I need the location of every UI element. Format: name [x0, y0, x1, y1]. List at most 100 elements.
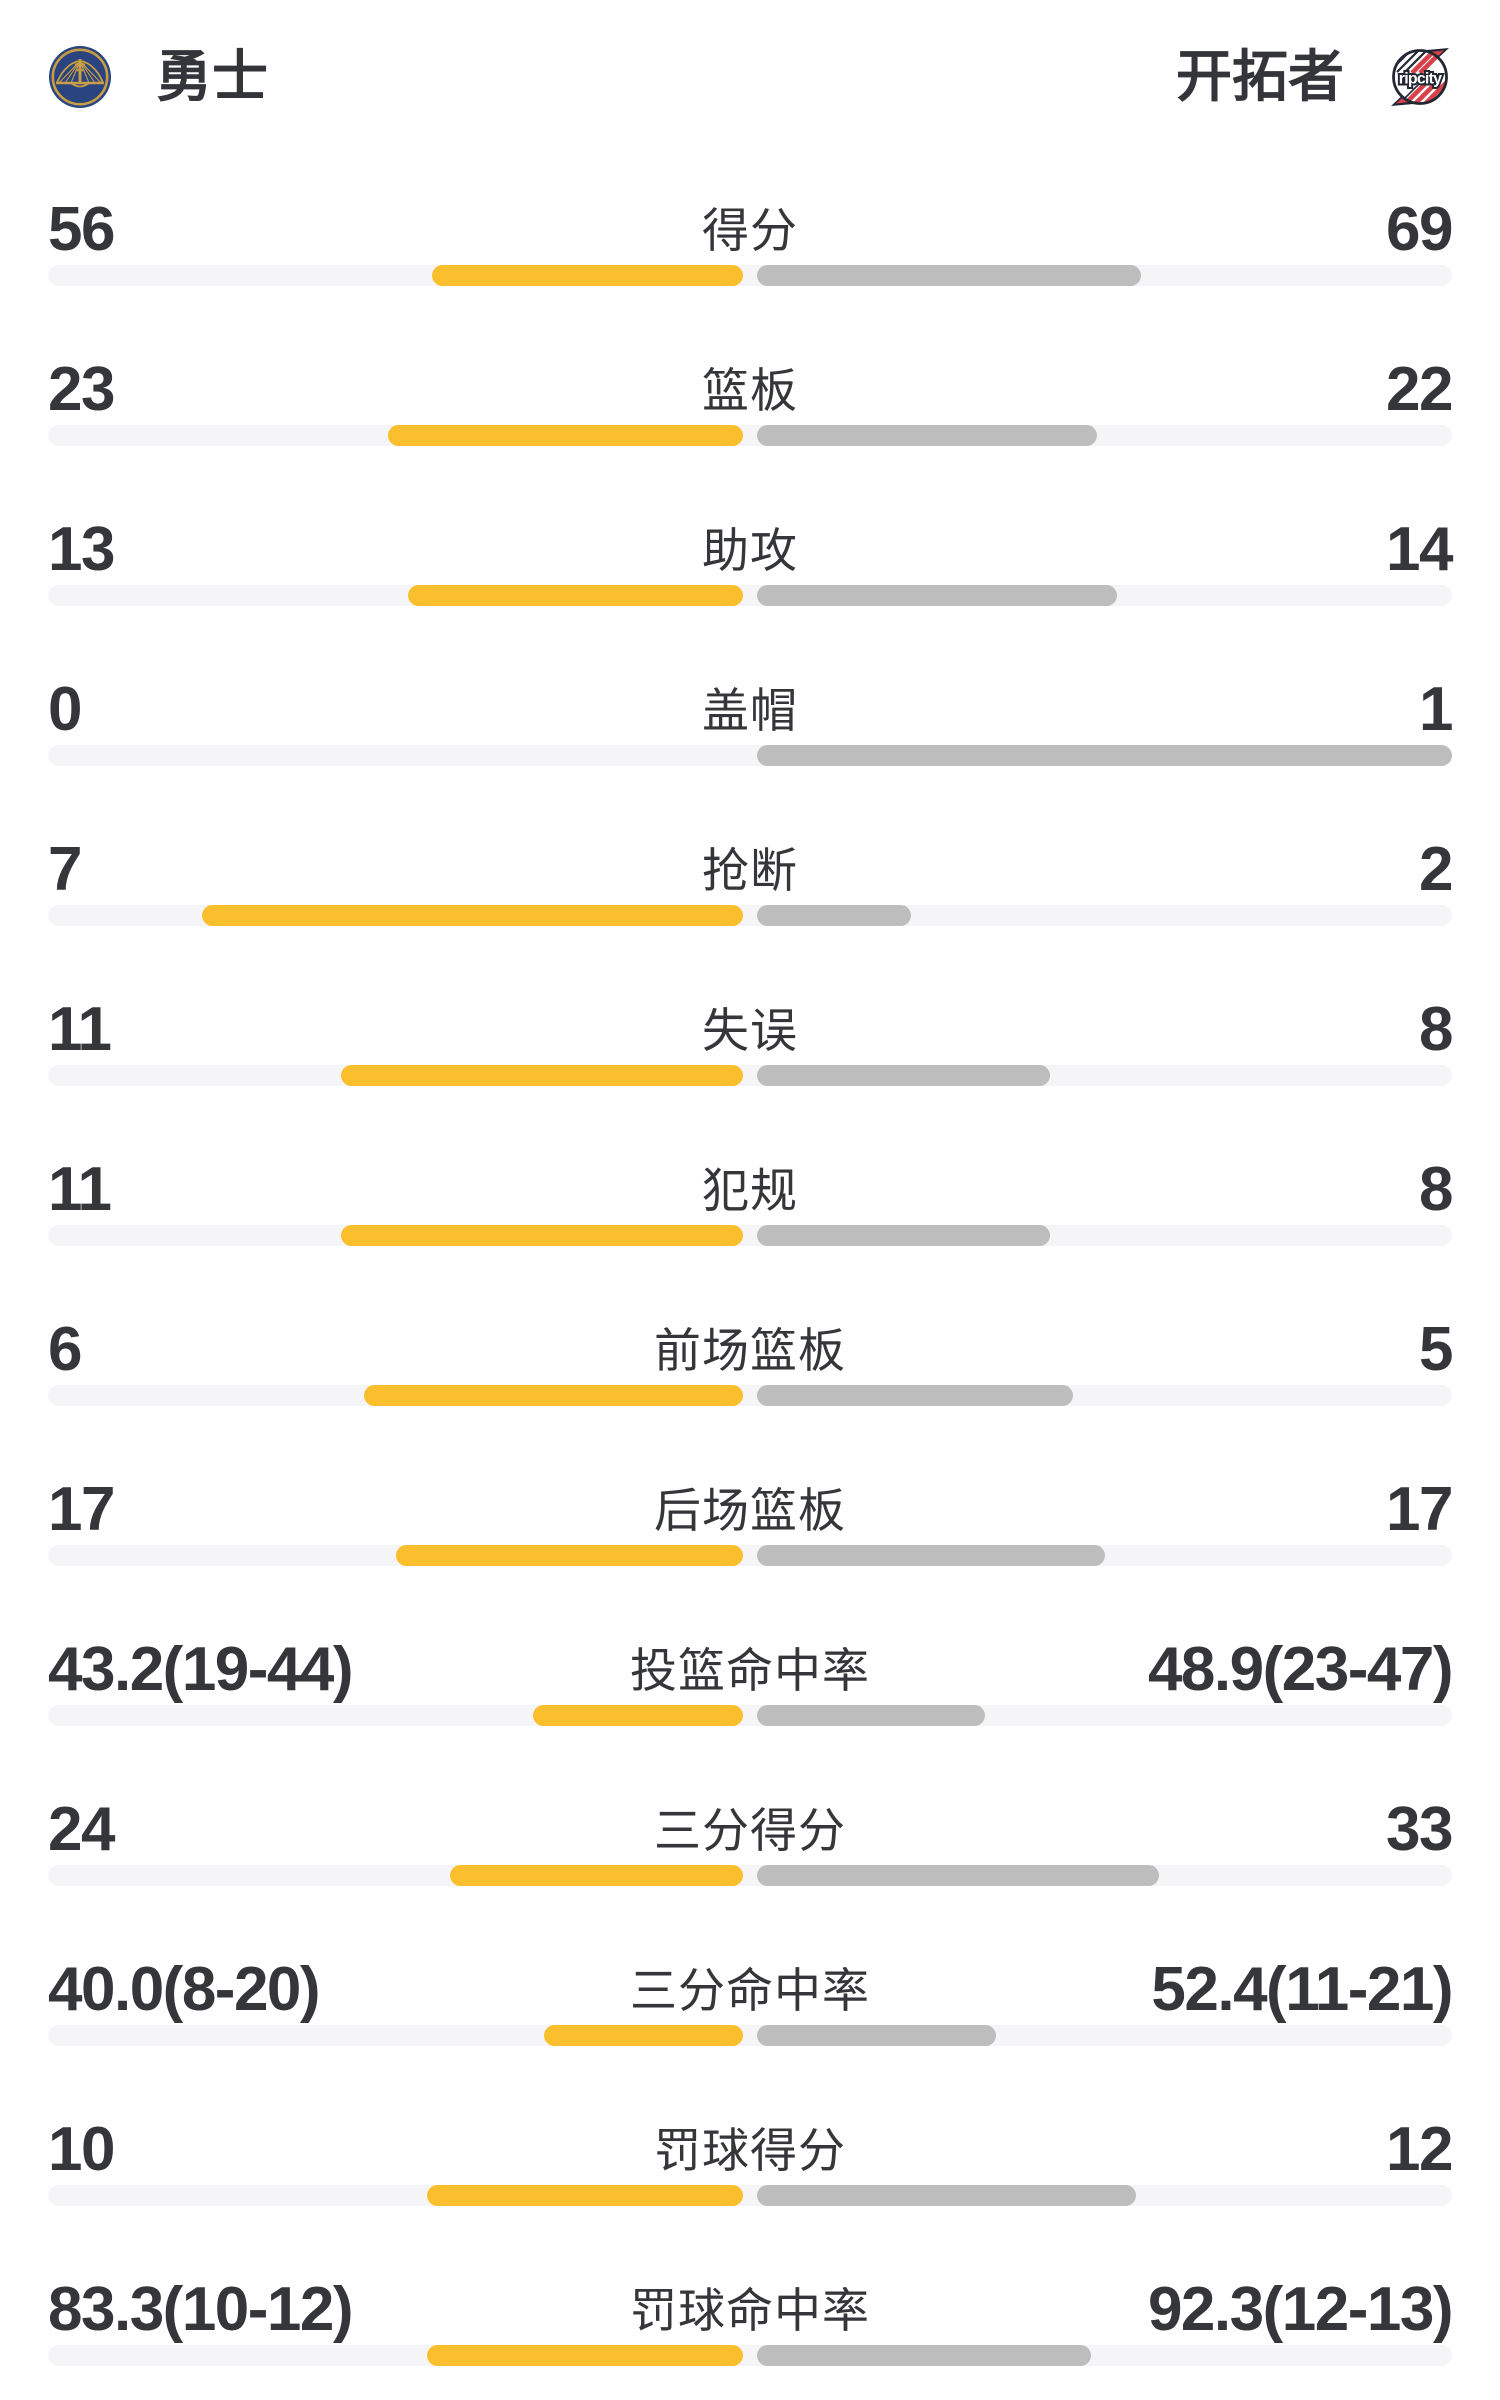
team-left-name: 勇士 — [156, 45, 268, 108]
stat-values-line: 11 失误 8 — [48, 999, 1454, 1061]
stat-label: 罚球得分 — [654, 2123, 846, 2177]
stat-label: 篮板 — [702, 363, 798, 417]
left-team-value: 24 — [48, 1795, 115, 1864]
right-team-value: 2 — [1419, 835, 1453, 904]
stat-bar-track — [48, 2025, 1452, 2046]
right-team-bar — [757, 2025, 996, 2046]
stat-label: 前场篮板 — [654, 1323, 846, 1377]
right-team-bar — [757, 1225, 1050, 1246]
left-team-bar — [427, 2185, 743, 2206]
left-team-bar — [408, 585, 743, 606]
stat-row: 17 后场篮板 17 — [48, 1475, 1454, 1566]
stat-values-line: 11 犯规 8 — [48, 1159, 1454, 1221]
stat-row: 83.3(10-12) 罚球命中率 92.3(12-13) — [48, 2279, 1454, 2366]
right-team-value: 1 — [1419, 675, 1453, 744]
blazers-ripcity-logo-icon: ripcity — [1388, 45, 1452, 109]
left-team-value: 17 — [48, 1475, 115, 1544]
left-team-value: 7 — [48, 835, 82, 904]
left-team-value: 43.2(19-44) — [48, 1635, 354, 1704]
left-team-bar — [340, 1065, 743, 1086]
right-team-bar — [757, 1545, 1105, 1566]
stats-list: 56 得分 69 23 篮板 22 13 助攻 14 0 — [48, 199, 1454, 2366]
stat-label: 三分命中率 — [630, 1963, 870, 2017]
stat-bar-track — [48, 425, 1452, 446]
stat-bar-track — [48, 585, 1452, 606]
stat-label: 助攻 — [702, 523, 798, 577]
left-team-bar — [533, 1705, 743, 1726]
right-team-bar — [757, 1865, 1160, 1886]
stat-label: 得分 — [702, 203, 798, 257]
stat-label: 投篮命中率 — [630, 1643, 870, 1697]
stat-values-line: 10 罚球得分 12 — [48, 2119, 1454, 2181]
right-team-value: 92.3(12-13) — [1147, 2275, 1454, 2344]
stat-bar-track — [48, 1225, 1452, 1246]
stat-row: 6 前场篮板 5 — [48, 1319, 1454, 1406]
right-team-bar — [757, 2345, 1091, 2366]
right-team-value: 14 — [1386, 515, 1453, 584]
stat-label: 盖帽 — [702, 683, 798, 737]
right-team-value: 8 — [1419, 995, 1453, 1064]
stat-bar-track — [48, 1385, 1452, 1406]
left-team-value: 6 — [48, 1315, 82, 1384]
right-team-bar — [757, 1385, 1073, 1406]
stat-row: 0 盖帽 1 — [48, 679, 1454, 766]
right-team-bar — [757, 745, 1452, 766]
right-team-bar — [757, 425, 1097, 446]
left-team-value: 13 — [48, 515, 115, 584]
header: 勇士 开拓者 — [48, 45, 1452, 109]
stat-values-line: 24 三分得分 33 — [48, 1799, 1454, 1861]
ripcity-logo-text: ripcity — [1399, 71, 1442, 88]
stat-values-line: 23 篮板 22 — [48, 359, 1454, 421]
left-team-bar — [387, 425, 743, 446]
left-team-bar — [544, 2025, 743, 2046]
stat-label: 抢断 — [702, 843, 798, 897]
right-team-value: 5 — [1419, 1315, 1453, 1384]
right-team-value: 17 — [1386, 1475, 1453, 1544]
stat-values-line: 0 盖帽 1 — [48, 679, 1454, 741]
stat-row: 24 三分得分 33 — [48, 1799, 1454, 1886]
stat-values-line: 13 助攻 14 — [48, 519, 1454, 581]
stat-row: 11 犯规 8 — [48, 1159, 1454, 1246]
left-team-value: 40.0(8-20) — [48, 1955, 321, 2024]
stat-row: 7 抢断 2 — [48, 839, 1454, 926]
left-team-value: 83.3(10-12) — [48, 2275, 354, 2344]
stat-bar-track — [48, 905, 1452, 926]
left-team-value: 0 — [48, 675, 82, 744]
left-team-bar — [395, 1545, 743, 1566]
left-team-bar — [340, 1225, 743, 1246]
stat-row: 13 助攻 14 — [48, 519, 1454, 606]
stat-label: 三分得分 — [654, 1803, 846, 1857]
stat-values-line: 6 前场篮板 5 — [48, 1319, 1454, 1381]
right-team-value: 22 — [1386, 355, 1453, 424]
right-team-value: 8 — [1419, 1155, 1453, 1224]
left-team-value: 10 — [48, 2115, 115, 2184]
stat-values-line: 7 抢断 2 — [48, 839, 1454, 901]
stat-label: 后场篮板 — [654, 1483, 846, 1537]
right-team-bar — [757, 2185, 1137, 2206]
team-right: 开拓者 — [1176, 45, 1452, 109]
stat-bar-track — [48, 1065, 1452, 1086]
stat-bar-track — [48, 265, 1452, 286]
stat-label: 罚球命中率 — [630, 2283, 870, 2337]
right-team-bar — [757, 1065, 1050, 1086]
stat-bar-track — [48, 1865, 1452, 1886]
left-team-bar — [427, 2345, 743, 2366]
right-team-value: 69 — [1386, 195, 1453, 264]
stat-row: 40.0(8-20) 三分命中率 52.4(11-21) — [48, 1955, 1454, 2046]
stat-values-line: 56 得分 69 — [48, 199, 1454, 261]
right-team-bar — [757, 1705, 986, 1726]
left-team-bar — [202, 905, 743, 926]
left-team-bar — [363, 1385, 743, 1406]
left-team-bar — [450, 1865, 743, 1886]
stat-bar-track — [48, 1545, 1452, 1566]
right-team-value: 33 — [1386, 1795, 1453, 1864]
team-left: 勇士 — [48, 45, 268, 109]
left-team-bar — [431, 265, 743, 286]
stat-label: 犯规 — [702, 1163, 798, 1217]
stat-row: 10 罚球得分 12 — [48, 2119, 1454, 2206]
stat-row: 43.2(19-44) 投篮命中率 48.9(23-47) — [48, 1639, 1454, 1726]
stat-bar-track — [48, 2185, 1452, 2206]
stat-values-line: 43.2(19-44) 投篮命中率 48.9(23-47) — [48, 1639, 1454, 1701]
stat-values-line: 83.3(10-12) 罚球命中率 92.3(12-13) — [48, 2279, 1454, 2341]
